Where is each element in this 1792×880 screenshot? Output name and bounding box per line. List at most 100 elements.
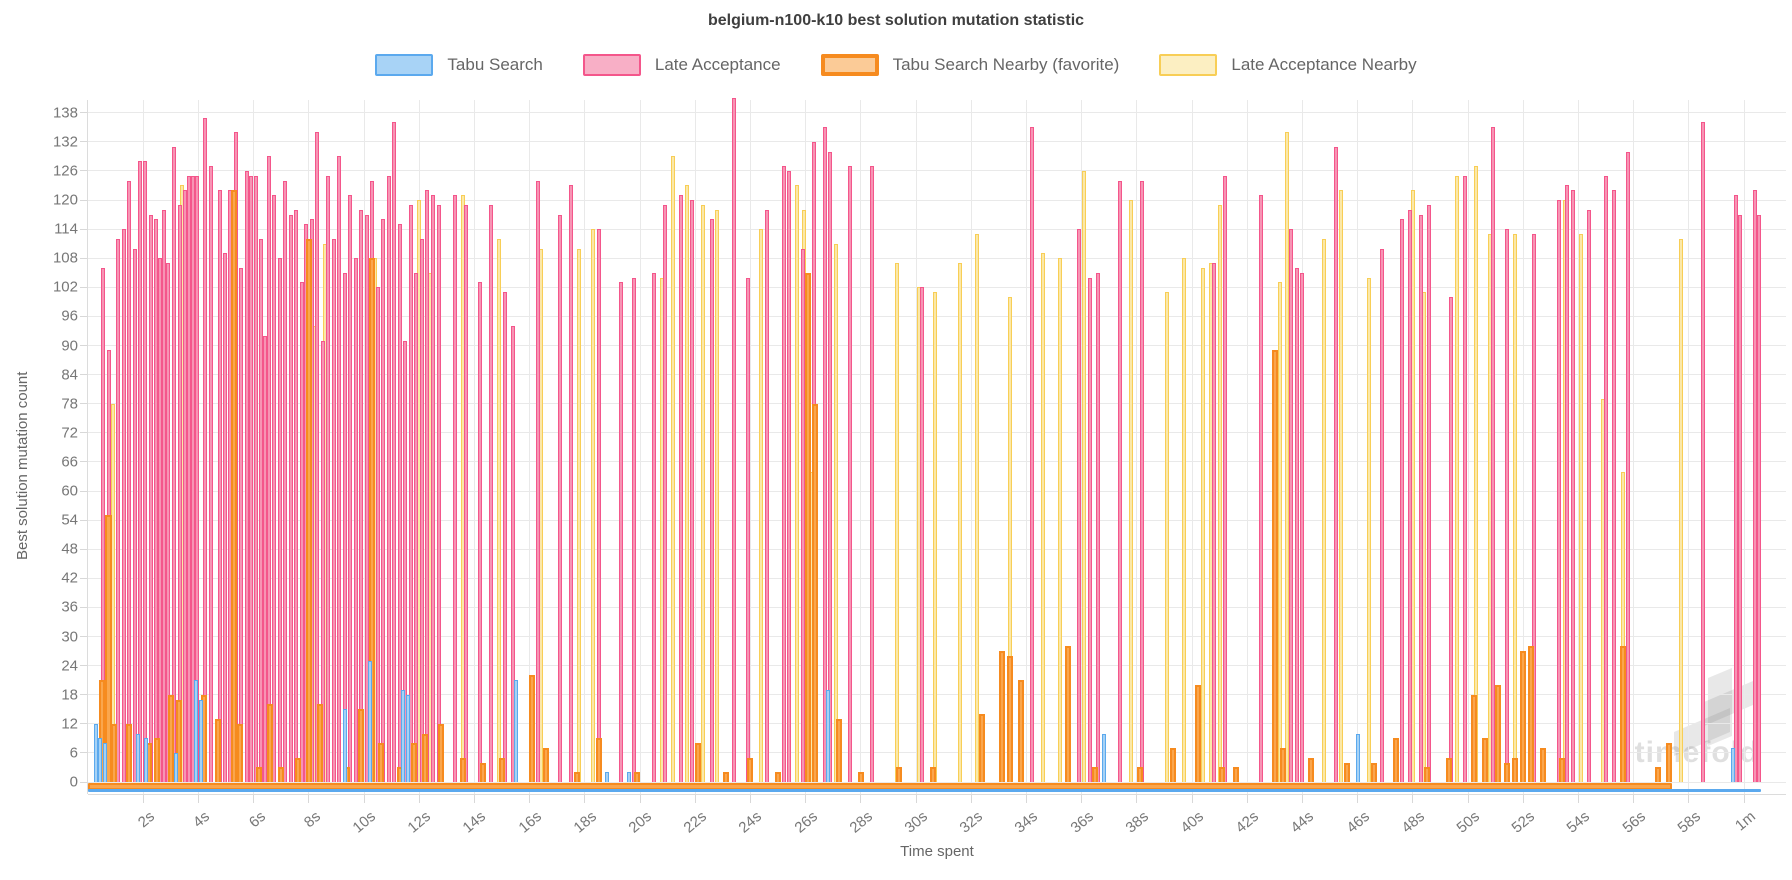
y-tickmark (80, 199, 88, 201)
bar-late-acceptance-nearby (1474, 166, 1479, 782)
bar-late-acceptance (745, 277, 750, 782)
bar-late-acceptance (1532, 233, 1537, 782)
y-tick-label: 78 (61, 395, 78, 413)
bar-tabu-search-nearby-favorite (634, 772, 641, 782)
bar-late-acceptance-nearby (577, 248, 582, 782)
x-gridline (1246, 100, 1248, 794)
legend-item-tabu-search-nearby-favorite[interactable]: Tabu Search Nearby (favorite) (820, 54, 1119, 76)
chart-legend: Tabu Search Late Acceptance Tabu Search Ne… (0, 54, 1792, 76)
x-tickmark (1081, 794, 1083, 803)
bar-late-acceptance (1399, 219, 1404, 782)
bar-tabu-search-nearby-favorite (979, 714, 986, 782)
y-tick-label: 126 (52, 162, 78, 180)
bar-tabu-search-nearby-favorite (1194, 685, 1201, 782)
x-tickmark (584, 794, 586, 803)
x-tick-label: 18s (570, 808, 600, 837)
y-gridline (88, 228, 1786, 230)
bar-tabu-search-nearby-favorite (529, 675, 536, 782)
y-tick-label: 24 (61, 657, 78, 675)
bar-tabu-search-nearby-favorite (1511, 757, 1518, 782)
bar-tabu-search-nearby-favorite (479, 762, 486, 782)
bar-late-acceptance (272, 195, 277, 782)
x-tickmark (1246, 794, 1248, 803)
bar-late-acceptance (1753, 190, 1758, 782)
bar-late-acceptance (781, 166, 786, 782)
x-tickmark (1025, 794, 1027, 803)
x-tickmark (1743, 794, 1745, 803)
x-tickmark (1688, 794, 1690, 803)
bar-late-acceptance (166, 263, 171, 782)
x-tick-label: 14s (459, 808, 490, 837)
bar-tabu-search-nearby-favorite (377, 743, 384, 782)
bar-late-acceptance (121, 229, 126, 782)
bar-late-acceptance (288, 214, 293, 782)
x-tick-label: 12s (404, 808, 435, 837)
bar-tabu-search-nearby-favorite (998, 651, 1005, 782)
bar-late-acceptance (353, 258, 358, 782)
bar-tabu-search-nearby-favorite (1619, 646, 1626, 782)
bar-tabu-search (400, 689, 405, 782)
bar-late-acceptance (359, 209, 364, 782)
legend-item-late-acceptance-nearby[interactable]: Late Acceptance Nearby (1159, 54, 1417, 76)
y-tickmark (80, 461, 88, 463)
y-tickmark (80, 403, 88, 405)
x-tick-label: 28s (846, 808, 876, 837)
y-gridline (88, 199, 1786, 201)
bar-tabu-search (174, 752, 179, 782)
bar-late-acceptance (386, 175, 391, 782)
bar-late-acceptance (342, 272, 347, 782)
bar-late-acceptance (1700, 122, 1705, 782)
bar-tabu-search-nearby-favorite (1307, 757, 1314, 782)
bar-tabu-search-nearby-favorite (1495, 685, 1502, 782)
bar-tabu-search-nearby-favorite (499, 757, 505, 782)
bar-tabu-search (1730, 748, 1735, 782)
x-tickmark (639, 794, 641, 803)
bar-late-acceptance (116, 238, 121, 782)
legend-swatch-tabu-search-nearby-favorite (820, 54, 879, 76)
bar-late-acceptance (431, 195, 435, 782)
x-axis-title: Time spent (900, 843, 974, 860)
bar-late-acceptance (453, 195, 458, 782)
x-axis-line (88, 794, 1786, 795)
x-tick-label: 52s (1508, 808, 1539, 837)
y-tickmark (80, 519, 88, 521)
bar-late-acceptance (244, 170, 249, 782)
bar-late-acceptance (425, 190, 430, 782)
bar-late-acceptance (1570, 190, 1575, 782)
legend-item-tabu-search[interactable]: Tabu Search (375, 54, 543, 76)
bar-tabu-search (102, 743, 107, 782)
bar-tabu-search (98, 738, 103, 782)
x-gridline (1688, 100, 1690, 794)
bar-late-acceptance (1096, 272, 1101, 782)
bar-late-acceptance (632, 277, 637, 782)
bar-late-acceptance (157, 258, 162, 782)
bar-late-acceptance-nearby (1678, 238, 1683, 782)
x-tickmark (1577, 794, 1579, 803)
x-tick-label: 1m (1732, 808, 1759, 835)
bar-tabu-search-nearby-favorite (1539, 748, 1546, 782)
bar-late-acceptance (348, 195, 353, 782)
bar-tabu-search-nearby-favorite (1481, 738, 1488, 782)
y-tick-label: 30 (61, 628, 78, 645)
y-tick-label: 42 (61, 569, 78, 587)
x-gridline (473, 100, 475, 794)
x-tick-label: 34s (1011, 808, 1042, 837)
bar-tabu-search (626, 772, 631, 782)
x-gridline (1467, 100, 1469, 794)
bar-late-acceptance (1733, 195, 1738, 782)
legend-item-late-acceptance[interactable]: Late Acceptance (582, 54, 781, 76)
bar-tabu-search-nearby-favorite (1343, 762, 1350, 782)
baseline-tabu-search (88, 789, 1761, 792)
chart-title: belgium-n100-k10 best solution mutation … (707, 12, 1085, 29)
bar-late-acceptance (488, 204, 493, 782)
bar-tabu-search-nearby-favorite (1423, 767, 1430, 782)
bar-tabu-search-nearby-favorite (214, 718, 221, 782)
bar-late-acceptance (1490, 127, 1495, 782)
x-tickmark (1357, 794, 1359, 803)
bar-late-acceptance (203, 117, 208, 782)
bar-late-acceptance (153, 219, 158, 782)
bar-late-acceptance (239, 267, 244, 782)
bar-late-acceptance (381, 219, 386, 782)
bar-late-acceptance (557, 214, 562, 782)
bar-tabu-search-nearby-favorite (1558, 757, 1565, 782)
